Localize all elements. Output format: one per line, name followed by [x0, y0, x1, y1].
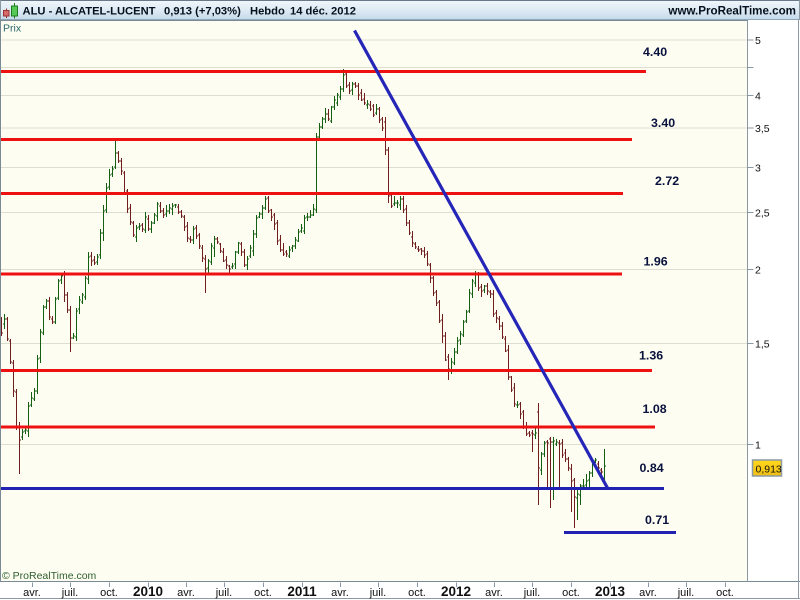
- svg-text:2011: 2011: [287, 584, 317, 599]
- svg-text:avr.: avr.: [23, 587, 41, 599]
- svg-text:avr.: avr.: [639, 587, 657, 599]
- svg-text:0,913: 0,913: [756, 464, 782, 476]
- svg-text:3.40: 3.40: [651, 116, 675, 130]
- svg-text:© ProRealTime.com: © ProRealTime.com: [2, 570, 97, 582]
- svg-text:3: 3: [755, 163, 761, 175]
- svg-text:Hebdo: Hebdo: [250, 6, 285, 18]
- svg-text:1.08: 1.08: [643, 402, 667, 416]
- svg-text:Prix: Prix: [3, 23, 22, 35]
- svg-text:4.40: 4.40: [643, 45, 667, 59]
- svg-text:juil.: juil.: [523, 587, 541, 599]
- svg-text:1.96: 1.96: [644, 255, 668, 269]
- svg-text:2,5: 2,5: [755, 208, 770, 220]
- svg-text:oct.: oct.: [408, 587, 426, 599]
- svg-text:1: 1: [755, 440, 761, 452]
- svg-text:1,5: 1,5: [755, 339, 770, 351]
- svg-text:0,913 (+7,03%): 0,913 (+7,03%): [164, 6, 241, 18]
- svg-text:3,5: 3,5: [755, 123, 770, 135]
- svg-text:1.36: 1.36: [639, 349, 663, 363]
- svg-text:2.72: 2.72: [655, 174, 679, 188]
- svg-text:oct.: oct.: [254, 587, 272, 599]
- svg-text:avr.: avr.: [485, 587, 503, 599]
- svg-text:avr.: avr.: [331, 587, 349, 599]
- svg-text:2010: 2010: [133, 584, 163, 599]
- svg-text:juil.: juil.: [215, 587, 233, 599]
- svg-text:www.ProRealTime.com: www.ProRealTime.com: [667, 4, 796, 17]
- svg-text:2013: 2013: [595, 584, 626, 599]
- svg-text:avr.: avr.: [177, 587, 195, 599]
- svg-text:oct.: oct.: [100, 587, 118, 599]
- svg-text:oct.: oct.: [716, 587, 734, 599]
- svg-text:juil.: juil.: [61, 587, 79, 599]
- svg-text:ALU - ALCATEL-LUCENT: ALU - ALCATEL-LUCENT: [23, 6, 156, 18]
- svg-text:5: 5: [755, 35, 761, 47]
- svg-text:2012: 2012: [441, 584, 471, 599]
- svg-text:juil.: juil.: [677, 587, 695, 599]
- svg-text:14 déc. 2012: 14 déc. 2012: [290, 6, 356, 18]
- svg-text:juil.: juil.: [369, 587, 387, 599]
- svg-text:0.84: 0.84: [640, 461, 664, 475]
- svg-text:2: 2: [755, 265, 761, 277]
- svg-text:0.71: 0.71: [645, 513, 669, 527]
- svg-text:oct.: oct.: [562, 587, 580, 599]
- svg-text:4: 4: [755, 91, 761, 103]
